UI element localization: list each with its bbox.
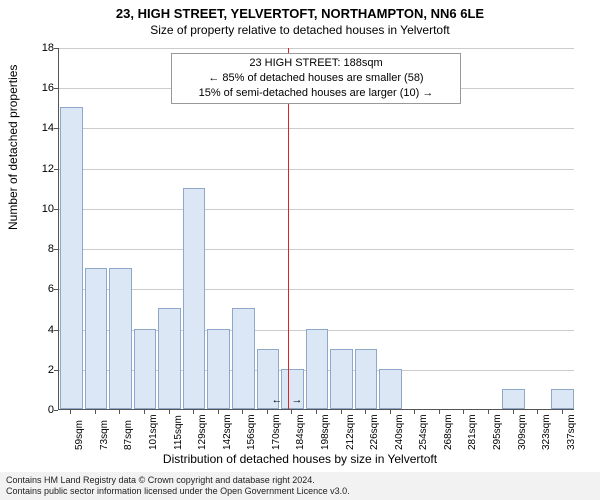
chart-title-main: 23, HIGH STREET, YELVERTOFT, NORTHAMPTON… [0, 0, 600, 21]
y-tick-mark [54, 249, 58, 250]
y-tick-label: 14 [24, 122, 54, 134]
gridline-h [59, 48, 574, 49]
x-tick-label: 170sqm [271, 414, 282, 450]
y-tick-label: 12 [24, 163, 54, 175]
y-tick-label: 16 [24, 82, 54, 94]
y-tick-label: 6 [24, 283, 54, 295]
histogram-bar [109, 268, 132, 409]
histogram-bar [502, 389, 525, 409]
gridline-h [59, 128, 574, 129]
y-tick-mark [54, 88, 58, 89]
x-tick-label: 156sqm [246, 414, 257, 450]
arrow-right-icon: → [292, 394, 303, 406]
x-tick-mark [463, 410, 464, 414]
x-tick-mark [341, 410, 342, 414]
y-tick-mark [54, 209, 58, 210]
x-tick-label: 240sqm [394, 414, 405, 450]
x-tick-mark [242, 410, 243, 414]
y-axis-title: Number of detached properties [6, 65, 20, 230]
x-tick-mark [218, 410, 219, 414]
x-axis-title: Distribution of detached houses by size … [0, 452, 600, 466]
histogram-bar [330, 349, 353, 409]
annotation-box: 23 HIGH STREET: 188sqm ← 85% of detached… [171, 53, 461, 104]
x-tick-label: 323sqm [541, 414, 552, 450]
gridline-h [59, 289, 574, 290]
x-tick-label: 295sqm [492, 414, 503, 450]
y-tick-mark [54, 410, 58, 411]
x-tick-label: 309sqm [517, 414, 528, 450]
x-tick-label: 281sqm [467, 414, 478, 450]
x-tick-mark [365, 410, 366, 414]
annotation-line3: 15% of semi-detached houses are larger (… [176, 86, 456, 101]
x-tick-label: 184sqm [295, 414, 306, 450]
x-tick-mark [390, 410, 391, 414]
x-tick-label: 268sqm [443, 414, 454, 450]
x-tick-mark [169, 410, 170, 414]
x-tick-label: 254sqm [418, 414, 429, 450]
x-tick-label: 337sqm [566, 414, 577, 450]
x-tick-mark [119, 410, 120, 414]
footer-attribution: Contains HM Land Registry data © Crown c… [0, 472, 600, 500]
chart-title-sub: Size of property relative to detached ho… [0, 21, 600, 37]
annotation-line2: ← 85% of detached houses are smaller (58… [176, 71, 456, 86]
x-tick-mark [439, 410, 440, 414]
y-tick-label: 4 [24, 324, 54, 336]
histogram-bar [183, 188, 206, 409]
x-tick-label: 87sqm [123, 420, 134, 450]
histogram-bar [85, 268, 108, 409]
histogram-bar [551, 389, 574, 409]
histogram-bar [60, 107, 83, 409]
histogram-bar [355, 349, 378, 409]
x-tick-mark [267, 410, 268, 414]
gridline-h [59, 209, 574, 210]
y-tick-label: 10 [24, 203, 54, 215]
x-tick-mark [70, 410, 71, 414]
x-tick-label: 142sqm [222, 414, 233, 450]
x-tick-label: 226sqm [369, 414, 380, 450]
x-tick-mark [316, 410, 317, 414]
y-tick-label: 0 [24, 404, 54, 416]
y-tick-mark [54, 330, 58, 331]
x-tick-mark [193, 410, 194, 414]
gridline-h [59, 249, 574, 250]
histogram-bar [207, 329, 230, 409]
histogram-bar [379, 369, 402, 409]
annotation-line1: 23 HIGH STREET: 188sqm [176, 56, 456, 71]
x-tick-label: 73sqm [99, 420, 110, 450]
y-tick-label: 8 [24, 243, 54, 255]
x-tick-label: 101sqm [148, 414, 159, 450]
x-tick-mark [513, 410, 514, 414]
y-tick-mark [54, 169, 58, 170]
plot-area: ← → 23 HIGH STREET: 188sqm ← 85% of detac… [58, 48, 574, 410]
footer-line2: Contains public sector information licen… [6, 486, 594, 497]
y-tick-mark [54, 289, 58, 290]
x-tick-mark [488, 410, 489, 414]
histogram-bar [306, 329, 329, 409]
x-tick-label: 212sqm [345, 414, 356, 450]
gridline-h [59, 169, 574, 170]
histogram-bar [158, 308, 181, 409]
x-tick-mark [562, 410, 563, 414]
x-tick-label: 59sqm [74, 420, 85, 450]
x-tick-mark [291, 410, 292, 414]
footer-line1: Contains HM Land Registry data © Crown c… [6, 475, 594, 486]
y-tick-mark [54, 370, 58, 371]
x-tick-mark [144, 410, 145, 414]
histogram-bar [134, 329, 157, 409]
x-tick-label: 115sqm [173, 415, 184, 450]
y-tick-label: 2 [24, 364, 54, 376]
histogram-bar [232, 308, 255, 409]
x-tick-mark [537, 410, 538, 414]
x-tick-mark [95, 410, 96, 414]
x-tick-mark [414, 410, 415, 414]
x-tick-label: 129sqm [197, 414, 208, 450]
y-tick-mark [54, 128, 58, 129]
arrow-left-icon: ← [272, 394, 283, 406]
y-tick-mark [54, 48, 58, 49]
y-tick-label: 18 [24, 42, 54, 54]
x-tick-label: 198sqm [320, 414, 331, 450]
